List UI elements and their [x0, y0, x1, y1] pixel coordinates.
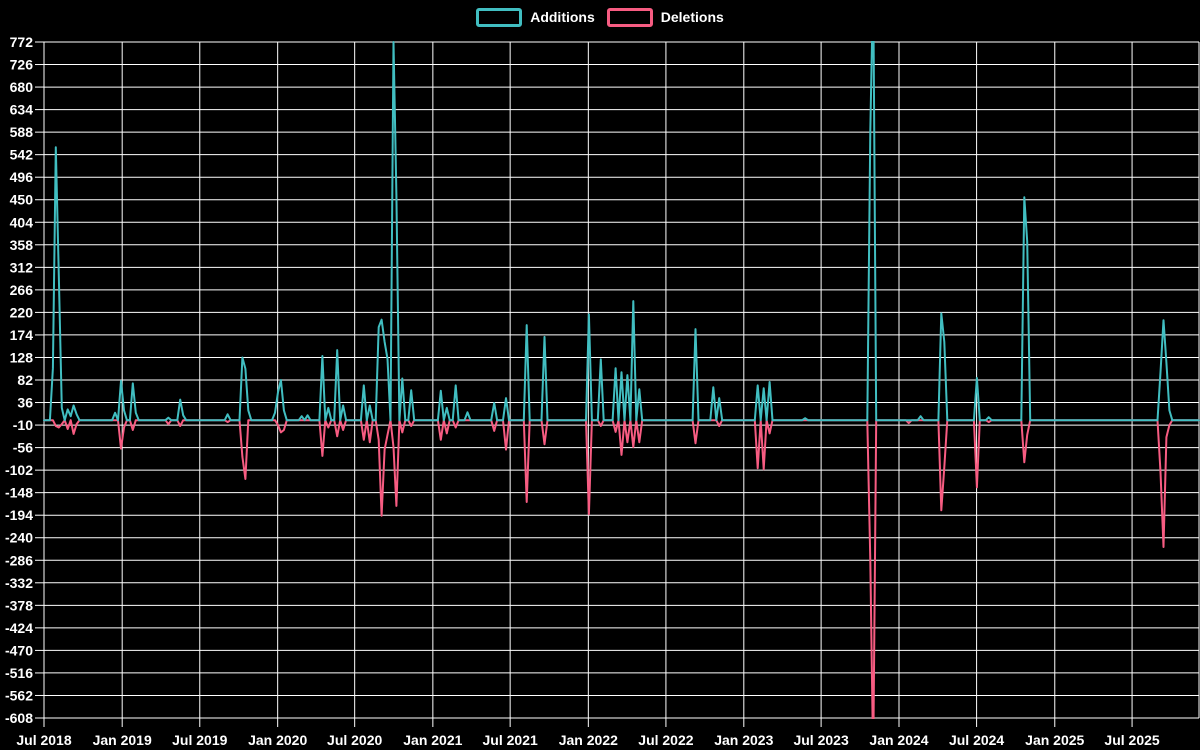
y-tick-label: 312	[10, 259, 34, 275]
y-tick-label: 174	[10, 327, 34, 343]
y-tick-label: 542	[10, 147, 34, 163]
y-tick-label: -56	[13, 440, 33, 456]
y-tick-label: -240	[5, 530, 33, 546]
x-tick-label: Jan 2021	[403, 732, 462, 748]
y-tick-label: -516	[5, 665, 33, 681]
x-tick-label: Jan 2023	[714, 732, 773, 748]
x-tick-label: Jul 2024	[949, 732, 1004, 748]
y-tick-label: 726	[10, 57, 34, 73]
y-tick-label: 36	[17, 395, 33, 411]
y-tick-label: 496	[10, 169, 34, 185]
additions-line	[43, 41, 1200, 422]
gridlines	[35, 41, 1200, 727]
x-tick-label: Jan 2019	[93, 732, 152, 748]
additions-legend-label: Additions	[530, 9, 595, 25]
y-tick-label: 450	[10, 192, 34, 208]
legend: Additions Deletions	[0, 7, 1200, 27]
x-tick-label: Jul 2019	[172, 732, 227, 748]
x-tick-label: Jul 2018	[16, 732, 71, 748]
y-tick-label: 588	[10, 124, 34, 140]
x-tick-label: Jul 2020	[327, 732, 382, 748]
y-tick-label: 82	[17, 372, 33, 388]
legend-item-deletions[interactable]: Deletions	[606, 7, 724, 27]
y-tick-label: -102	[5, 462, 33, 478]
x-tick-label: Jan 2020	[248, 732, 307, 748]
x-tick-label: Jan 2025	[1025, 732, 1084, 748]
y-tick-label: -286	[5, 552, 33, 568]
y-tick-label: 220	[10, 304, 34, 320]
y-tick-label: -332	[5, 575, 33, 591]
legend-item-additions[interactable]: Additions	[476, 7, 595, 27]
y-tick-label: -608	[5, 710, 33, 726]
y-tick-label: -194	[5, 507, 33, 523]
y-tick-label: -378	[5, 597, 33, 613]
y-tick-label: -10	[13, 417, 33, 433]
x-tick-label: Jul 2021	[483, 732, 538, 748]
y-tick-label: -470	[5, 642, 33, 658]
y-tick-label: 266	[10, 282, 34, 298]
x-tick-label: Jul 2022	[638, 732, 693, 748]
x-tick-label: Jul 2023	[793, 732, 848, 748]
y-tick-label: 404	[10, 214, 34, 230]
y-tick-label: 772	[10, 34, 34, 50]
additions-swatch-icon	[476, 7, 523, 27]
y-tick-label: 358	[10, 237, 34, 253]
deletions-legend-label: Deletions	[660, 9, 724, 25]
y-tick-label: 680	[10, 79, 34, 95]
y-tick-label: 634	[10, 102, 34, 118]
y-tick-label: -562	[5, 687, 33, 703]
y-tick-label: -148	[5, 485, 33, 501]
x-tick-label: Jan 2024	[869, 732, 928, 748]
x-tick-label: Jul 2025	[1104, 732, 1159, 748]
x-tick-label: Jan 2022	[559, 732, 618, 748]
y-tick-label: 128	[10, 349, 34, 365]
y-tick-label: -424	[5, 620, 33, 636]
deletions-swatch-icon	[606, 7, 653, 27]
